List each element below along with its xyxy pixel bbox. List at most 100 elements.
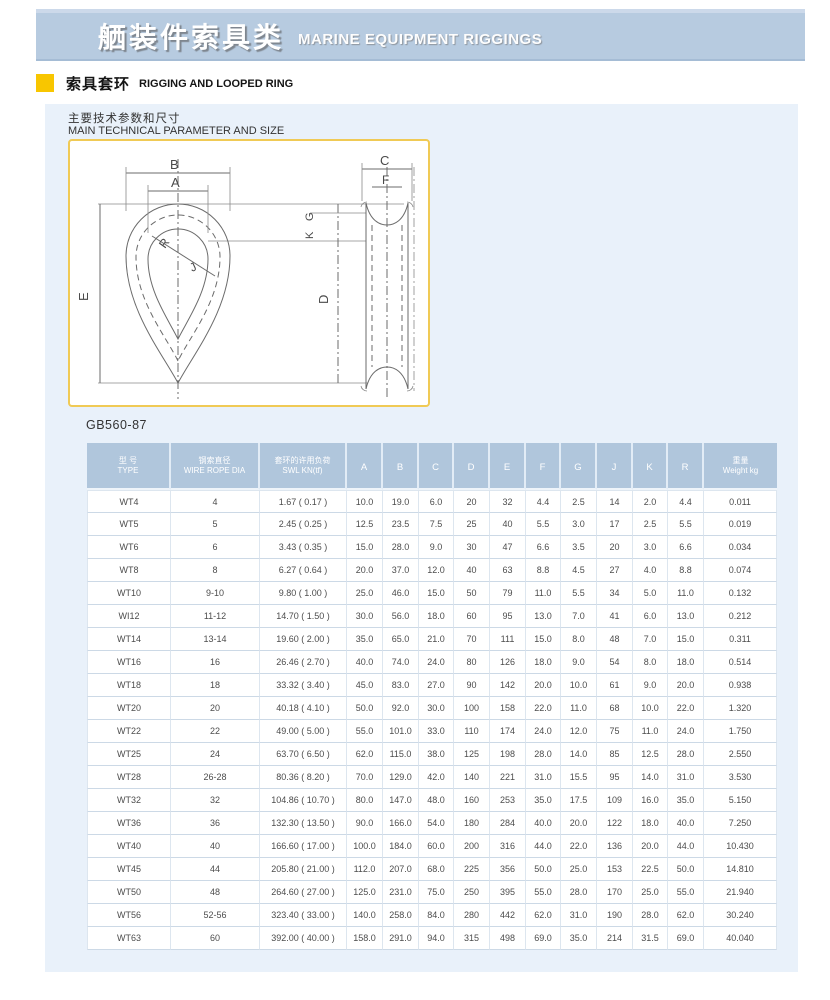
yellow-square-icon — [36, 74, 54, 92]
table-cell: 284 — [490, 812, 526, 835]
table-cell: 13-14 — [171, 628, 260, 651]
table-cell: 1.67 ( 0.17 ) — [260, 490, 347, 513]
table-cell: 1.320 — [704, 697, 777, 720]
table-cell: WT18 — [87, 674, 171, 697]
table-cell: 132.30 ( 13.50 ) — [260, 812, 347, 835]
table-cell: 50.0 — [668, 858, 704, 881]
parameters-heading-zh: 主要技术参数和尺寸 — [68, 113, 181, 125]
section-title-zh: 索具套环 — [66, 75, 131, 93]
column-header: 重量 Weight kg — [704, 443, 777, 490]
table-cell: 20.0 — [561, 812, 597, 835]
column-header: A — [347, 443, 383, 490]
table-cell: 25.0 — [561, 858, 597, 881]
table-cell: 20 — [454, 490, 490, 513]
table-row: WT40 40 166.60 ( 17.00 ) 100.0 184.0 60.0 200 3… — [87, 835, 777, 858]
table-cell: 11.0 — [668, 582, 704, 605]
table-cell: 60 — [171, 927, 260, 950]
table-cell: 166.60 ( 17.00 ) — [260, 835, 347, 858]
table-cell: 69.0 — [668, 927, 704, 950]
table-cell: 21.940 — [704, 881, 777, 904]
table-cell: 11.0 — [561, 697, 597, 720]
table-cell: 50.0 — [347, 697, 383, 720]
table-cell: 95 — [597, 766, 633, 789]
table-cell: 92.0 — [383, 697, 419, 720]
table-cell: 15.0 — [347, 536, 383, 559]
table-cell: 28.0 — [668, 743, 704, 766]
table-cell: 158.0 — [347, 927, 383, 950]
table-cell: 63.70 ( 6.50 ) — [260, 743, 347, 766]
table-cell: 5.0 — [633, 582, 668, 605]
parameters-heading-en: MAIN TECHNICAL PARAMETER AND SIZE — [68, 125, 285, 137]
table-cell: 63 — [490, 559, 526, 582]
table-cell: 50.0 — [526, 858, 561, 881]
table-cell: 14.70 ( 1.50 ) — [260, 605, 347, 628]
table-cell: 55.0 — [347, 720, 383, 743]
table-cell: 5.5 — [668, 513, 704, 536]
table-cell: 112.0 — [347, 858, 383, 881]
table-cell: 0.019 — [704, 513, 777, 536]
table-cell: 37.0 — [383, 559, 419, 582]
table-cell: 48 — [597, 628, 633, 651]
table-cell: 8.0 — [633, 651, 668, 674]
table-row: WT32 32 104.86 ( 10.70 ) 80.0 147.0 48.0 160 25… — [87, 789, 777, 812]
table-cell: 40.0 — [347, 651, 383, 674]
table-cell: WT36 — [87, 812, 171, 835]
table-cell: 94.0 — [419, 927, 454, 950]
table-cell: 126 — [490, 651, 526, 674]
table-cell: 205.80 ( 21.00 ) — [260, 858, 347, 881]
table-cell: 1.750 — [704, 720, 777, 743]
table-cell: 27.0 — [419, 674, 454, 697]
table-row: WT28 26-28 80.36 ( 8.20 ) 70.0 129.0 42.0 140 2… — [87, 766, 777, 789]
table-cell: 20.0 — [347, 559, 383, 582]
table-cell: 11.0 — [526, 582, 561, 605]
table-cell: 14 — [597, 490, 633, 513]
table-cell: 48 — [171, 881, 260, 904]
table-cell: 30.0 — [419, 697, 454, 720]
dim-label-b: B — [170, 157, 179, 172]
table-cell: 25.0 — [633, 881, 668, 904]
table-cell: 95 — [490, 605, 526, 628]
table-row: WT63 60 392.00 ( 40.00 ) 158.0 291.0 94.0 315 4… — [87, 927, 777, 950]
table-cell: 12.0 — [419, 559, 454, 582]
table-cell: 110 — [454, 720, 490, 743]
table-cell: 52-56 — [171, 904, 260, 927]
table-cell: 7.250 — [704, 812, 777, 835]
table-cell: 12.0 — [561, 720, 597, 743]
table-cell: 142 — [490, 674, 526, 697]
table-cell: WT28 — [87, 766, 171, 789]
table-cell: 395 — [490, 881, 526, 904]
column-header: R — [668, 443, 704, 490]
table-cell: 31.0 — [526, 766, 561, 789]
table-cell: 38.0 — [419, 743, 454, 766]
table-cell: 180 — [454, 812, 490, 835]
table-cell: 79 — [490, 582, 526, 605]
table-cell: 184.0 — [383, 835, 419, 858]
table-cell: 5.150 — [704, 789, 777, 812]
table-cell: 15.0 — [419, 582, 454, 605]
table-cell: 60.0 — [419, 835, 454, 858]
table-cell: 190 — [597, 904, 633, 927]
table-cell: 85 — [597, 743, 633, 766]
table-cell: 24.0 — [419, 651, 454, 674]
table-cell: 140.0 — [347, 904, 383, 927]
table-cell: 15.5 — [561, 766, 597, 789]
table-cell: 22 — [171, 720, 260, 743]
table-cell: 0.514 — [704, 651, 777, 674]
table-cell: 32 — [171, 789, 260, 812]
table-cell: 42.0 — [419, 766, 454, 789]
table-cell: 80.36 ( 8.20 ) — [260, 766, 347, 789]
table-cell: 109 — [597, 789, 633, 812]
table-cell: 35.0 — [561, 927, 597, 950]
table-cell: WT5 — [87, 513, 171, 536]
table-cell: WT50 — [87, 881, 171, 904]
thimble-diagram: B A E R J D G K — [76, 153, 415, 399]
table-cell: 170 — [597, 881, 633, 904]
table-cell: 10.0 — [347, 490, 383, 513]
table-cell: 12.5 — [633, 743, 668, 766]
table-cell: 104.86 ( 10.70 ) — [260, 789, 347, 812]
column-header: 套环的许用负荷 SWL KN(tf) — [260, 443, 347, 490]
table-cell: 125 — [454, 743, 490, 766]
table-cell: 9.0 — [633, 674, 668, 697]
table-row: WT8 8 6.27 ( 0.64 ) 20.0 37.0 12.0 40 63 8.8 4.5 2… — [87, 559, 777, 582]
table-cell: 174 — [490, 720, 526, 743]
